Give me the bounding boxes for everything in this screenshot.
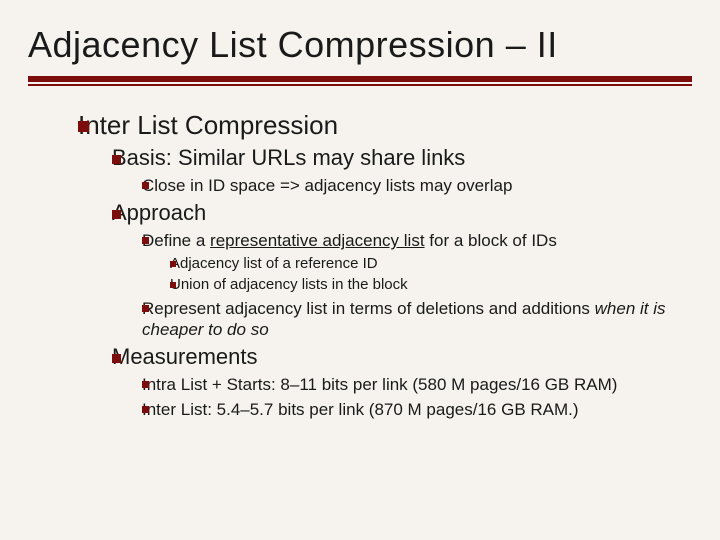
text: Represent adjacency list in terms of del… xyxy=(142,299,666,339)
item-inter-list: Inter List: 5.4–5.7 bits per link (870 M… xyxy=(142,399,692,420)
item-reference-id: Adjacency list of a reference ID xyxy=(170,255,692,273)
item-intra-list: Intra List + Starts: 8–11 bits per link … xyxy=(142,374,692,395)
square-bullet-icon xyxy=(142,305,149,312)
title-rule xyxy=(28,76,692,86)
text-pre: Define a xyxy=(142,231,210,250)
item-represent-deletions-additions: Represent adjacency list in terms of del… xyxy=(142,298,692,341)
bullet-list-lvl3: Define a representative adjacency list f… xyxy=(112,230,692,340)
text: Adjacency list of a reference ID xyxy=(170,255,378,272)
text-post: for a block of IDs xyxy=(425,231,557,250)
bullet-list-lvl1: Inter List Compression Basis: Similar UR… xyxy=(38,110,692,421)
square-bullet-icon xyxy=(170,282,176,288)
item-measurements: Measurements Intra List + Starts: 8–11 b… xyxy=(112,344,692,421)
text: Union of adjacency lists in the block xyxy=(170,276,408,293)
bullet-list-lvl3: Close in ID space => adjacency lists may… xyxy=(112,175,692,196)
bullet-list-lvl2: Basis: Similar URLs may share links Clos… xyxy=(78,145,692,421)
item-close-in-id-space: Close in ID space => adjacency lists may… xyxy=(142,175,692,196)
square-bullet-icon xyxy=(112,210,121,219)
text: Measurements xyxy=(112,344,258,369)
text: Define a representative adjacency list f… xyxy=(142,231,557,250)
square-bullet-icon xyxy=(112,354,121,363)
text: Intra List + Starts: 8–11 bits per link … xyxy=(142,375,617,394)
text: Approach xyxy=(112,200,206,225)
slide: Adjacency List Compression – II Inter Li… xyxy=(0,0,720,540)
item-union: Union of adjacency lists in the block xyxy=(170,276,692,294)
item-approach: Approach Define a representative adjacen… xyxy=(112,200,692,340)
square-bullet-icon xyxy=(170,261,176,267)
item-basis: Basis: Similar URLs may share links Clos… xyxy=(112,145,692,196)
slide-title: Adjacency List Compression – II xyxy=(28,24,692,66)
text: Close in ID space => adjacency lists may… xyxy=(142,176,512,195)
text-underline: representative adjacency list xyxy=(210,231,425,250)
square-bullet-icon xyxy=(142,381,149,388)
square-bullet-icon xyxy=(142,182,149,189)
text: Inter List: 5.4–5.7 bits per link (870 M… xyxy=(142,400,579,419)
bullet-list-lvl4: Adjacency list of a reference ID Union o… xyxy=(142,255,692,294)
text: Basis: Similar URLs may share links xyxy=(112,145,465,170)
square-bullet-icon xyxy=(142,237,149,244)
bullet-list-lvl3: Intra List + Starts: 8–11 bits per link … xyxy=(112,374,692,421)
text-pre: Represent adjacency list in terms of del… xyxy=(142,299,595,318)
item-inter-list-compression: Inter List Compression Basis: Similar UR… xyxy=(78,110,692,421)
square-bullet-icon xyxy=(78,121,89,132)
square-bullet-icon xyxy=(112,155,121,164)
item-define-representative: Define a representative adjacency list f… xyxy=(142,230,692,293)
text: Inter List Compression xyxy=(78,110,338,140)
square-bullet-icon xyxy=(142,406,149,413)
